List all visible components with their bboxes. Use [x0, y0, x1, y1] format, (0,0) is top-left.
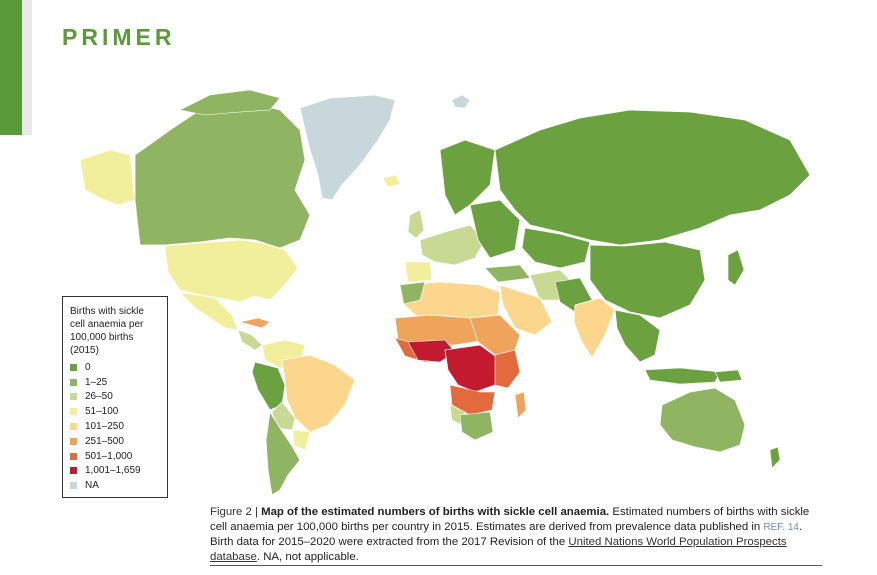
caption-divider — [210, 565, 822, 566]
region-central-africa — [444, 344, 499, 393]
region-usa — [164, 239, 299, 303]
legend-label: 501–1,000 — [85, 450, 133, 462]
region-australia — [659, 387, 746, 453]
region-alaska — [79, 149, 136, 206]
caption-text-3: . NA, not applicable. — [256, 550, 359, 563]
region-new-zealand — [769, 446, 781, 469]
legend-label: 26–50 — [85, 391, 113, 403]
region-papua — [714, 369, 743, 383]
region-caribbean — [239, 317, 271, 329]
map-legend: Births with sickle cell anaemia per 100,… — [62, 296, 168, 498]
region-southern-africa — [459, 411, 494, 441]
legend-item: 251–500 — [70, 434, 160, 449]
region-central-america — [237, 329, 263, 351]
caption-text-2: . Birth data for 2015–2020 were extracte… — [210, 520, 803, 549]
legend-item: 501–1,000 — [70, 449, 160, 464]
legend-swatch — [70, 423, 77, 431]
legend-item: 51–100 — [70, 404, 160, 419]
legend-swatch — [70, 393, 77, 401]
region-ecuador-peru — [251, 361, 286, 411]
region-kazakhstan — [521, 227, 591, 269]
region-china-mongolia — [589, 241, 706, 319]
legend-label: 1,001–1,659 — [85, 465, 141, 477]
legend-swatch — [70, 378, 77, 386]
region-canada — [134, 99, 311, 249]
legend-swatch — [70, 363, 77, 371]
accent-side-bar — [0, 0, 22, 135]
region-uk — [407, 209, 425, 239]
legend-label: 1–25 — [85, 376, 108, 388]
region-india — [573, 297, 616, 359]
figure-label: Figure 2 | — [210, 506, 262, 518]
region-angola-zambia — [449, 384, 496, 416]
legend-swatch — [70, 482, 77, 490]
region-paraguay-uruguay — [292, 429, 311, 451]
region-madagascar — [514, 391, 527, 419]
region-morocco — [399, 281, 426, 305]
legend-label: 251–500 — [85, 435, 124, 447]
legend-swatch — [70, 467, 77, 475]
database-link[interactable]: United Nations World Population Prospect… — [210, 536, 787, 563]
region-scandinavia — [439, 139, 496, 216]
legend-swatch — [70, 452, 77, 460]
region-argentina-chile — [265, 410, 301, 496]
region-greenland — [299, 94, 396, 201]
legend-item: 1,001–1,659 — [70, 464, 160, 479]
region-japan — [727, 249, 745, 286]
region-brazil — [281, 354, 356, 433]
region-iberia — [404, 261, 433, 283]
region-western-europe — [419, 224, 486, 266]
section-title: PRIMER — [62, 24, 176, 50]
legend-item: NA — [70, 478, 160, 493]
figure-title: Map of the estimated numbers of births w… — [261, 506, 610, 518]
legend-item: 101–250 — [70, 419, 160, 434]
region-bolivia — [271, 401, 296, 431]
legend-item: 0 — [70, 360, 160, 375]
legend-label: 0 — [85, 361, 91, 373]
region-eastern-europe — [469, 199, 521, 259]
legend-item: 1–25 — [70, 375, 160, 390]
region-mexico — [178, 291, 239, 331]
legend-label: 51–100 — [85, 406, 119, 418]
legend-swatch — [70, 437, 77, 445]
region-east-africa — [494, 349, 521, 389]
region-arctic-islands — [179, 89, 281, 116]
region-svalbard — [451, 94, 471, 109]
region-iceland — [382, 174, 401, 188]
side-notch — [22, 0, 32, 135]
reference-link[interactable]: REF. 14 — [763, 521, 799, 533]
legend-label: 101–250 — [85, 421, 124, 433]
region-arabia — [499, 284, 553, 336]
figure-caption: Figure 2 | Map of the estimated numbers … — [210, 505, 822, 564]
legend-item: 26–50 — [70, 390, 160, 405]
region-russia — [494, 109, 811, 246]
legend-title: Births with sickle cell anaemia per 100,… — [70, 306, 144, 356]
region-indonesia — [644, 367, 721, 385]
caption-text-1: Estimated numbers of births with sickle … — [210, 506, 810, 533]
region-southeast-asia — [614, 309, 661, 363]
legend-swatch — [70, 408, 77, 416]
region-turkey — [484, 264, 531, 283]
legend-label: NA — [85, 480, 99, 492]
